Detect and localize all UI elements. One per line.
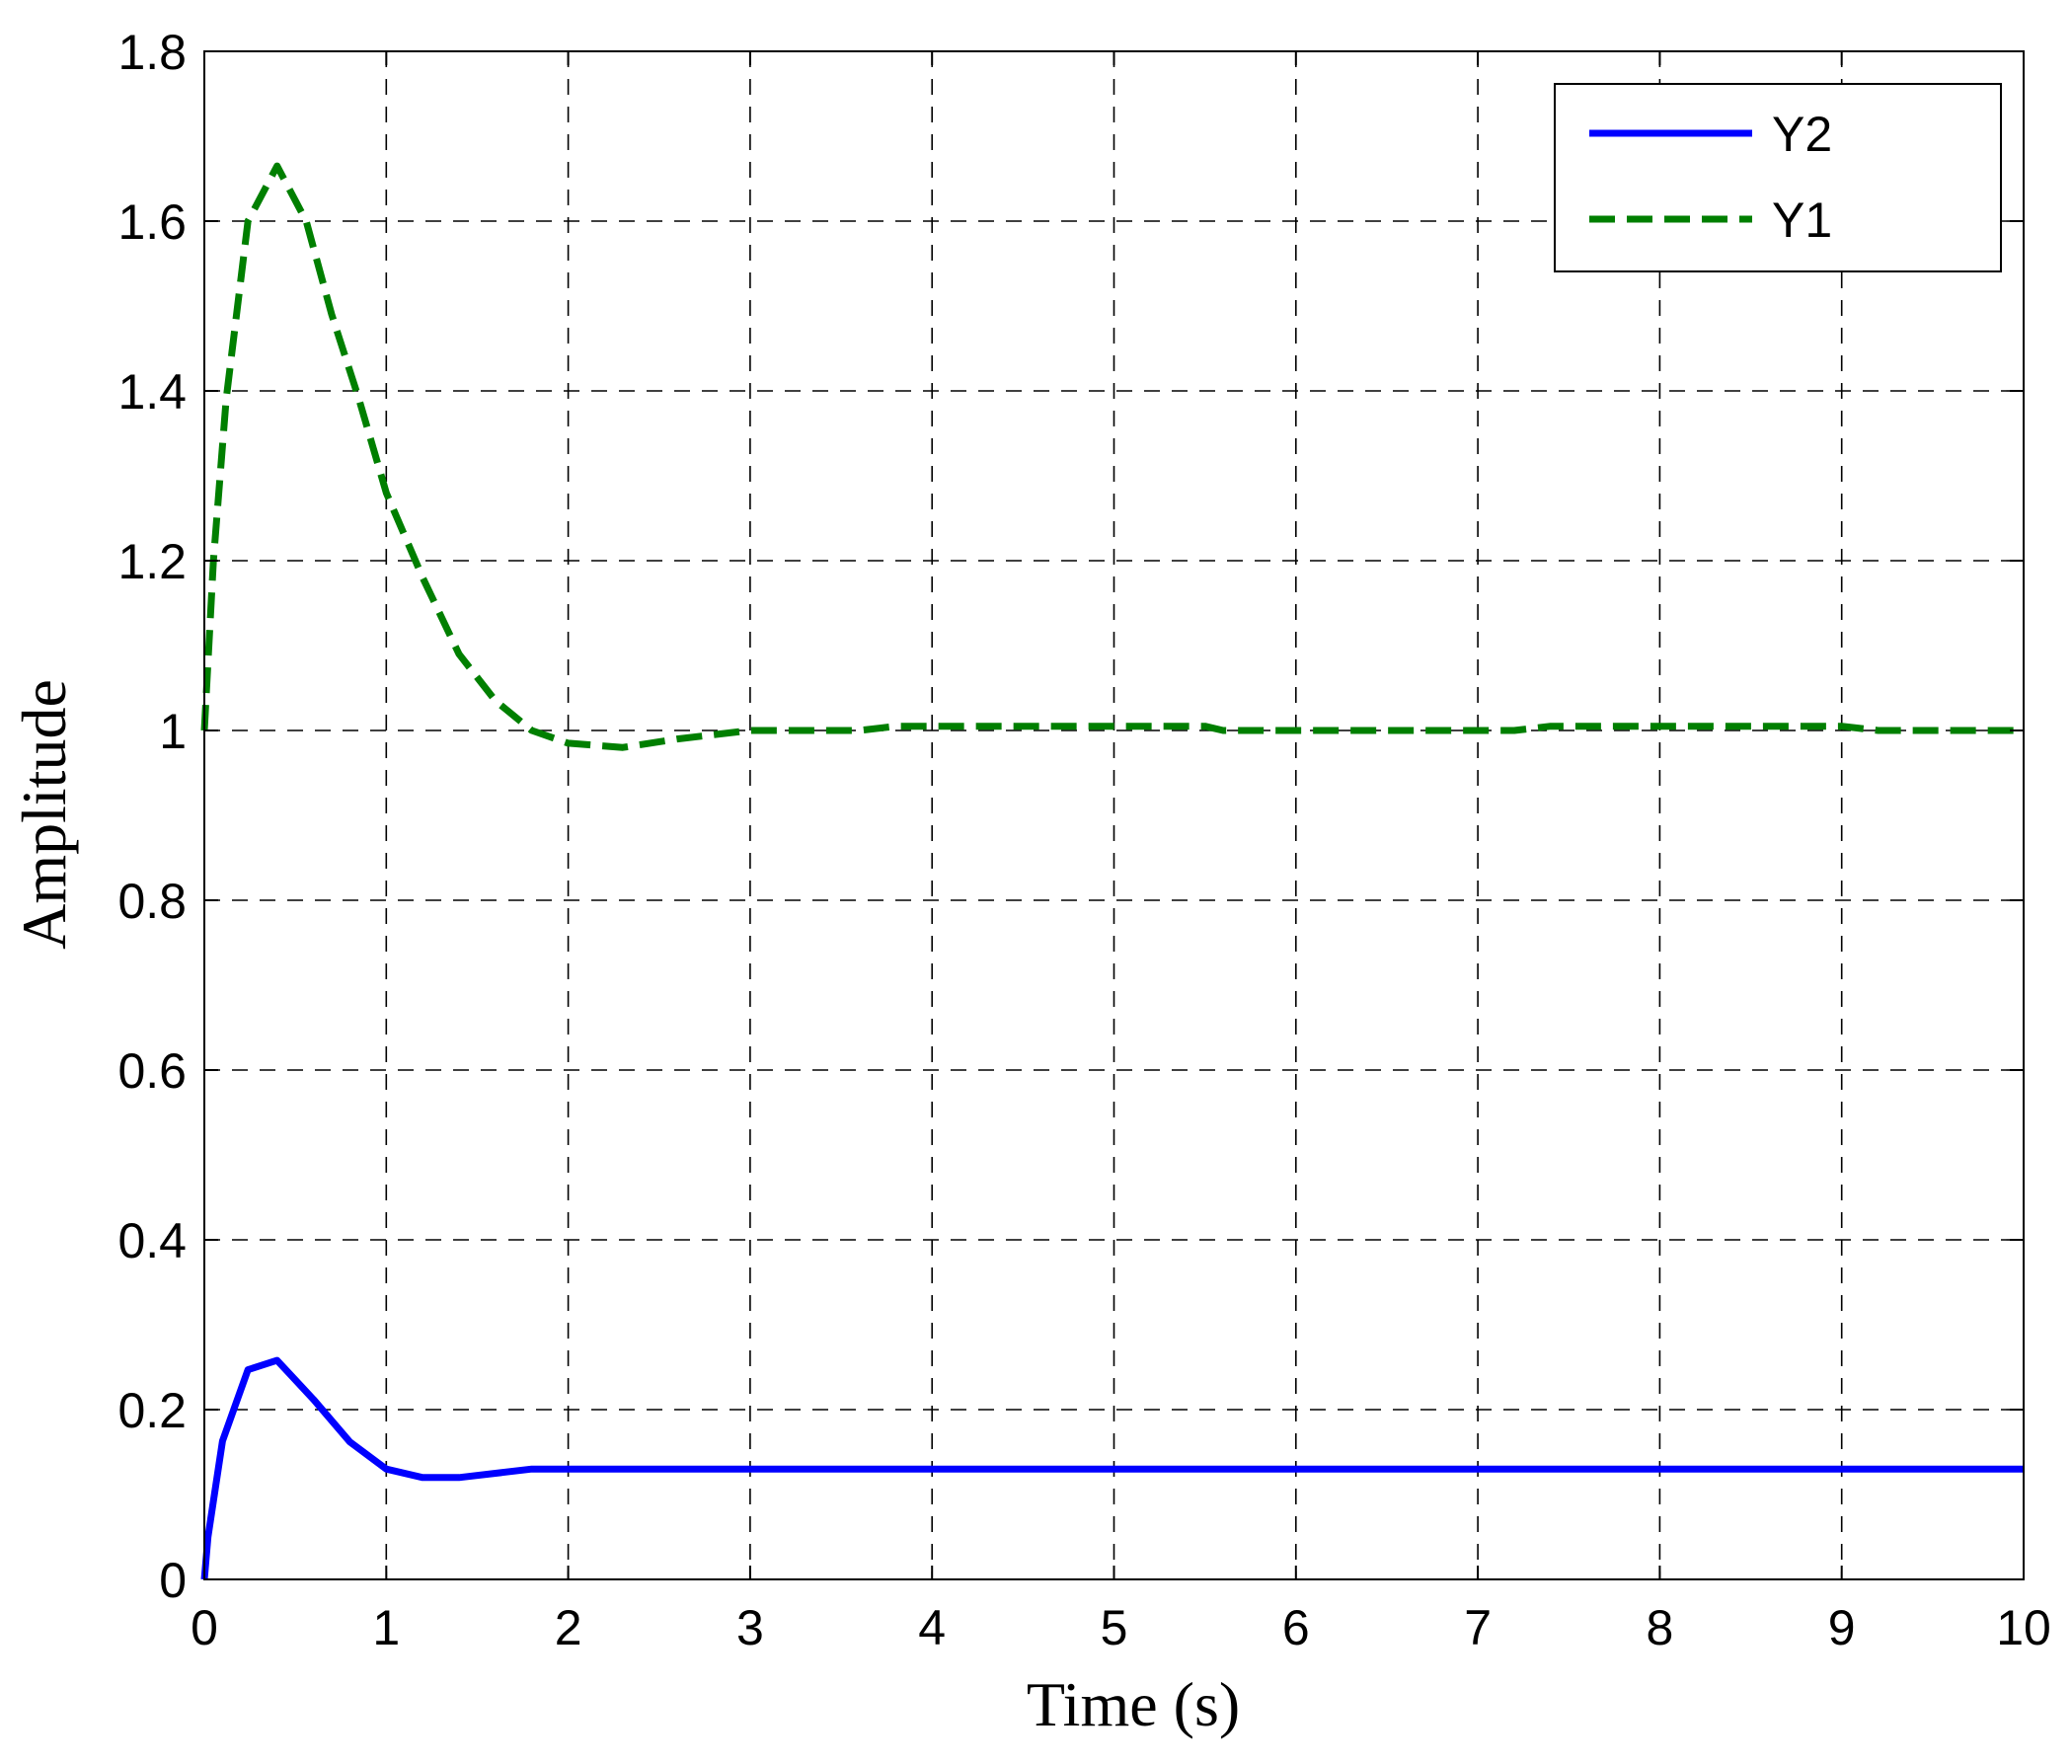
grid [204, 51, 2024, 1579]
y-tick-label: 0.6 [117, 1043, 187, 1099]
x-tick-label: 4 [918, 1600, 946, 1655]
legend-box [1554, 83, 2002, 272]
x-axis-label: Time (s) [1027, 1669, 1240, 1739]
series-line-y2 [200, 1356, 2024, 1580]
x-tick-label: 7 [1464, 1600, 1492, 1655]
y-tick-label: 1.4 [117, 364, 187, 420]
x-tick-label: 10 [1996, 1600, 2051, 1655]
y-tick-label: 0.2 [117, 1383, 187, 1438]
x-tick-label: 9 [1828, 1600, 1856, 1655]
y-tick-label: 0 [159, 1553, 187, 1608]
x-tick-label: 5 [1101, 1600, 1128, 1655]
y-tick-label: 0.4 [117, 1213, 187, 1268]
x-tick-label: 3 [736, 1600, 764, 1655]
tick-labels: 0 1 2 3 4 5 6 7 8 9 10 0 0.2 0.4 0.6 0.8 1 1.2 1.4 1.6 1.8 [117, 25, 2050, 1655]
axis-ticks [203, 50, 2025, 1580]
y-tick-label: 0.8 [117, 874, 187, 929]
x-tick-label: 1 [372, 1600, 400, 1655]
y-tick-label: 1.8 [117, 25, 187, 80]
x-tick-label: 8 [1646, 1600, 1673, 1655]
series-lines [200, 162, 2024, 1580]
x-tick-label: 6 [1282, 1600, 1310, 1655]
y-tick-label: 1 [159, 704, 187, 759]
series-line-y1 [200, 162, 2024, 751]
legend: Y2 Y1 [1554, 83, 2002, 272]
y-tick-label: 1.2 [117, 534, 187, 589]
y-tick-label: 1.6 [117, 194, 187, 250]
legend-label-y1: Y1 [1772, 192, 1832, 248]
x-tick-label: 2 [555, 1600, 582, 1655]
x-tick-label: 0 [191, 1600, 218, 1655]
legend-label-y2: Y2 [1772, 107, 1832, 162]
y-axis-label: Amplitude [9, 679, 79, 950]
